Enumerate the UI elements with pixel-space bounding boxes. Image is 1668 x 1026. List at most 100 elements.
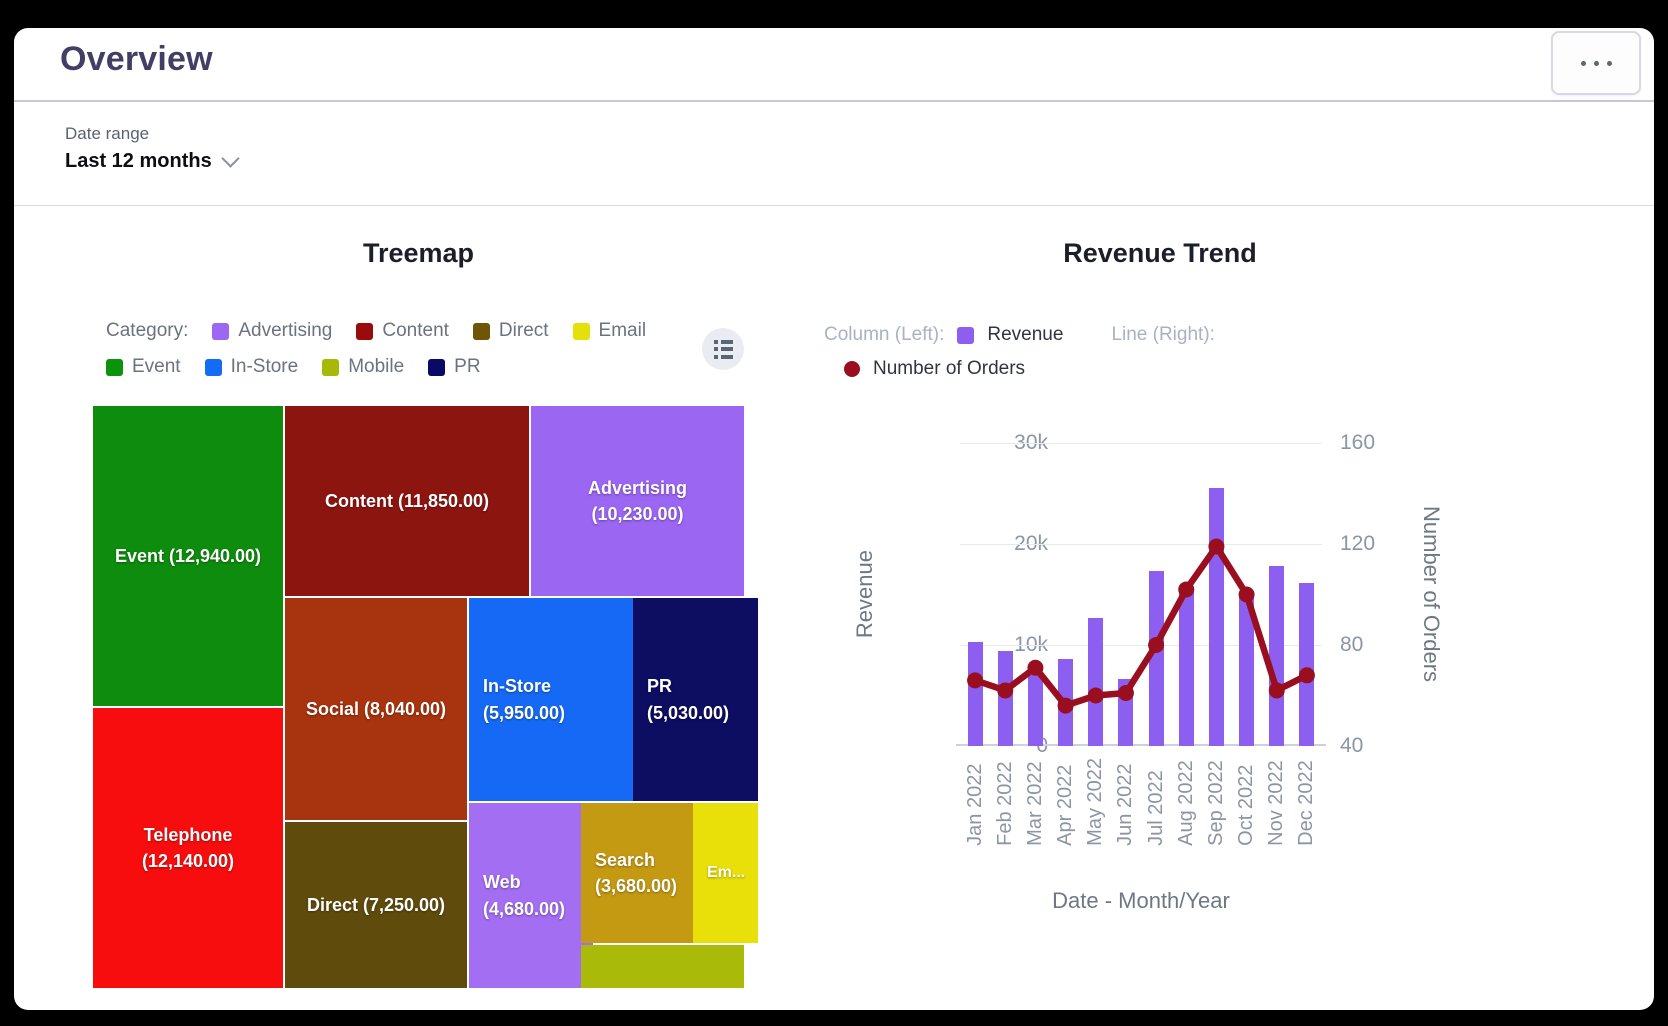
tile-label: Direct (7,250.00) <box>306 894 446 915</box>
x-tick-slot: May 2022 <box>1081 758 1111 846</box>
tile-label: (5,950.00) <box>483 702 566 723</box>
x-tick-slot: Oct 2022 <box>1232 758 1262 846</box>
x-tick-label: Sep 2022 <box>1204 760 1227 846</box>
tile-label: Event (12,940.00) <box>114 545 262 566</box>
legend-item-in-store[interactable]: In-Store <box>204 356 299 378</box>
orders-point-jun-2022[interactable] <box>1117 684 1134 701</box>
ellipsis-icon <box>1593 60 1599 66</box>
treemap-tile-web[interactable]: Web (4,680.00) <box>469 803 593 988</box>
bar-aug-2022[interactable] <box>1178 592 1194 746</box>
treemap-tile-telephone[interactable]: Telephone (12,140.00) <box>93 708 283 988</box>
orders-point-apr-2022[interactable] <box>1057 697 1074 714</box>
treemap-tile-social[interactable]: Social (8,040.00) <box>285 598 467 820</box>
orders-point-sep-2022[interactable] <box>1208 538 1225 555</box>
x-tick-slot: Dec 2022 <box>1292 758 1322 846</box>
treemap-toolbox-button[interactable] <box>702 328 744 370</box>
revenue-trend-legend: Column (Left): Revenue Line (Right): Num… <box>824 324 1215 380</box>
axis-tick: 30k <box>1014 431 1048 454</box>
bar-jul-2022[interactable] <box>1148 571 1164 746</box>
orders-point-mar-2022[interactable] <box>1027 659 1044 676</box>
treemap-tile-advertising[interactable]: Advertising (10,230.00) <box>531 406 744 596</box>
tile-label: Telephone <box>143 824 233 845</box>
column-left-label: Column (Left): <box>824 324 945 345</box>
legend-item-direct[interactable]: Direct <box>472 320 549 342</box>
tile-label: Advertising <box>587 477 688 498</box>
axis-tick: 160 <box>1340 431 1376 454</box>
orders-point-jul-2022[interactable] <box>1148 637 1165 653</box>
date-range-selector[interactable]: Last 12 months <box>65 149 240 173</box>
x-tick-slot: Feb 2022 <box>990 758 1020 846</box>
bar-dec-2022[interactable] <box>1299 583 1315 746</box>
revenue-trend-title: Revenue Trend <box>1063 238 1257 268</box>
tile-label: (5,030.00) <box>647 702 730 723</box>
x-tick-label: Feb 2022 <box>993 761 1016 846</box>
bar-may-2022[interactable] <box>1088 617 1104 746</box>
tile-label: PR <box>647 676 673 697</box>
ellipsis-icon <box>1580 60 1586 66</box>
tile-label: (4,680.00) <box>483 898 566 919</box>
header-divider <box>14 100 1654 102</box>
revenue-swatch <box>957 326 975 344</box>
legend-swatch <box>428 358 446 376</box>
orders-point-oct-2022[interactable] <box>1238 586 1255 603</box>
legend-label: Mobile <box>348 356 405 377</box>
tile-label: Em... <box>707 864 746 882</box>
date-range-value: Last 12 months <box>65 150 212 172</box>
x-tick-slot: Nov 2022 <box>1262 758 1292 846</box>
treemap-tile-content[interactable]: Content (11,850.00) <box>285 406 529 596</box>
treemap-tile-email[interactable]: Em... <box>693 803 758 943</box>
trend-legend-row-2: Number of Orders <box>844 358 1215 380</box>
x-tick-label: Nov 2022 <box>1265 760 1288 846</box>
ellipsis-icon <box>1606 60 1612 66</box>
legend-swatch <box>572 322 590 340</box>
gridline <box>960 645 1322 646</box>
orders-swatch <box>844 361 860 377</box>
bar-feb-2022[interactable] <box>997 651 1013 746</box>
tile-label: Search <box>595 849 656 870</box>
x-tick-slot: Jun 2022 <box>1111 758 1141 846</box>
line-right-label: Line (Right): <box>1111 324 1215 345</box>
legend-item-event[interactable]: Event <box>106 356 181 378</box>
legend-swatch <box>212 322 230 340</box>
orders-point-nov-2022[interactable] <box>1268 682 1285 699</box>
legend-item-pr[interactable]: PR <box>428 356 481 378</box>
overview-card: Overview Date range Last 12 months Treem… <box>14 28 1654 1010</box>
legend-item-revenue[interactable]: Revenue <box>987 324 1064 345</box>
legend-label: Email <box>598 320 647 341</box>
treemap-tile-mobile[interactable] <box>581 945 744 988</box>
treemap-legend-title: Category: <box>106 320 189 341</box>
treemap-tile-in-store[interactable]: In-Store (5,950.00) <box>469 598 645 801</box>
legend-swatch <box>322 358 340 376</box>
legend-item-email[interactable]: Email <box>572 320 647 342</box>
legend-swatch <box>106 358 123 376</box>
x-tick-label: Mar 2022 <box>1023 761 1046 846</box>
axis-tick: 20k <box>1014 532 1048 555</box>
bar-mar-2022[interactable] <box>1027 675 1043 746</box>
treemap-tile-direct[interactable]: Direct (7,250.00) <box>285 822 467 988</box>
orders-line-series <box>967 538 1315 714</box>
chevron-down-icon <box>221 149 240 168</box>
gridline <box>960 443 1322 444</box>
legend-item-mobile[interactable]: Mobile <box>322 356 404 378</box>
more-options-button[interactable] <box>1551 31 1641 95</box>
orders-point-aug-2022[interactable] <box>1178 581 1195 598</box>
treemap-tile-search[interactable]: Search (3,680.00) <box>581 803 705 943</box>
legend-item-advertising[interactable]: Advertising <box>212 320 332 342</box>
right-axis-ticks: 160 120 80 40 <box>1340 431 1410 757</box>
legend-item-number-of-orders[interactable]: Number of Orders <box>873 358 1026 379</box>
orders-line <box>971 543 1311 709</box>
bar-jan-2022[interactable] <box>967 641 983 746</box>
orders-point-jan-2022[interactable] <box>967 672 984 689</box>
orders-point-feb-2022[interactable] <box>997 682 1014 699</box>
orders-point-may-2022[interactable] <box>1087 687 1104 704</box>
orders-point-dec-2022[interactable] <box>1298 667 1315 684</box>
right-axis-title: Number of Orders <box>1419 506 1444 683</box>
bar-oct-2022[interactable] <box>1239 594 1255 746</box>
treemap-tile-pr[interactable]: PR (5,030.00) <box>633 598 758 801</box>
legend-item-content[interactable]: Content <box>356 320 449 342</box>
legend-swatch <box>472 322 490 340</box>
legend-label: In-Store <box>230 356 299 377</box>
treemap-tile-event[interactable]: Event (12,940.00) <box>93 406 283 706</box>
bar-nov-2022[interactable] <box>1269 566 1285 746</box>
plot-area <box>956 443 1326 746</box>
